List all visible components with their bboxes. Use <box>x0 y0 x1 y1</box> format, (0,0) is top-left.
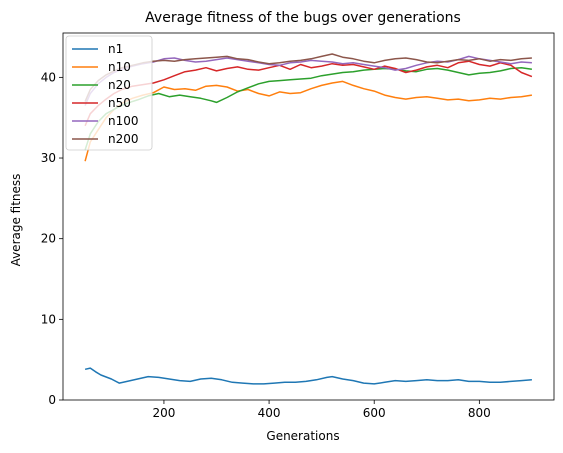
legend-label-n100: n100 <box>108 114 139 128</box>
y-tick-label: 20 <box>41 232 56 246</box>
axis-ticks: 200 400 600 800 0 10 20 30 40 <box>41 70 491 420</box>
x-tick-label: 800 <box>468 406 491 420</box>
y-tick-label: 30 <box>41 151 56 165</box>
legend: n1 n10 n20 n50 n100 n200 <box>65 35 153 151</box>
legend-label-n10: n10 <box>108 60 131 74</box>
x-axis-label: Generations <box>266 429 339 443</box>
x-tick-label: 400 <box>258 406 281 420</box>
legend-label-n1: n1 <box>108 42 123 56</box>
y-tick-label: 40 <box>41 70 56 84</box>
y-axis-label: Average fitness <box>9 174 23 267</box>
y-tick-label: 0 <box>48 393 56 407</box>
legend-label-n20: n20 <box>108 78 131 92</box>
x-tick-label: 200 <box>152 406 175 420</box>
y-tick-label: 10 <box>41 312 56 326</box>
chart-title: Average fitness of the bugs over generat… <box>145 10 461 26</box>
plot-frame <box>62 32 555 401</box>
x-tick-label: 600 <box>363 406 386 420</box>
legend-label-n50: n50 <box>108 96 131 110</box>
series-line-n1 <box>84 367 532 385</box>
legend-label-n200: n200 <box>108 132 139 146</box>
